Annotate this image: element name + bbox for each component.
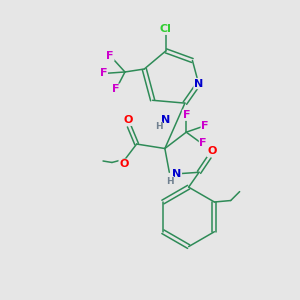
Text: F: F <box>100 68 107 79</box>
Text: H: H <box>166 177 174 186</box>
Text: F: F <box>106 51 114 61</box>
Text: O: O <box>119 159 128 169</box>
Text: N: N <box>172 169 182 179</box>
Text: O: O <box>207 146 217 157</box>
Text: O: O <box>123 115 132 125</box>
Text: F: F <box>200 139 207 148</box>
Text: N: N <box>161 115 171 125</box>
Text: F: F <box>182 110 190 120</box>
Text: Cl: Cl <box>160 24 172 34</box>
Text: H: H <box>155 122 162 131</box>
Text: F: F <box>112 84 120 94</box>
Text: F: F <box>201 121 209 131</box>
Text: N: N <box>194 79 203 88</box>
